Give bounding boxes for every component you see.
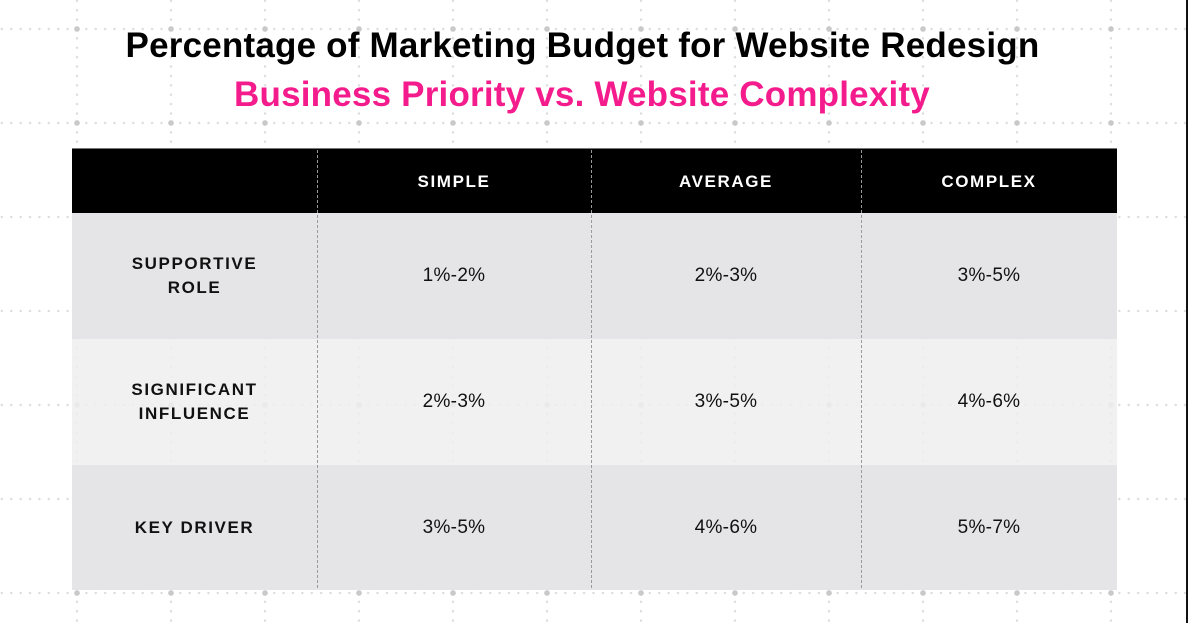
header-cell-complex: COMPLEX bbox=[941, 171, 1037, 191]
value-cell: 4%-6% bbox=[694, 516, 758, 538]
value-cell: 4%-6% bbox=[957, 391, 1021, 412]
value-cell: 1%-2% bbox=[422, 265, 486, 286]
column-divider bbox=[861, 150, 862, 588]
table-header-row: SIMPLE AVERAGE COMPLEX bbox=[72, 148, 1117, 214]
chart-title: Percentage of Marketing Budget for Websi… bbox=[125, 26, 1040, 65]
value-cell: 3%-5% bbox=[957, 265, 1021, 286]
column-divider bbox=[591, 150, 592, 588]
column-divider bbox=[317, 150, 318, 588]
value-cell: 3%-5% bbox=[694, 391, 758, 412]
table-row-supportive-role: SUPPORTIVE ROLE 1%-2% 2%-3% 3%-5% bbox=[72, 213, 1117, 339]
table-row-key-driver: KEY DRIVER 3%-5% 4%-6% 5%-7% bbox=[72, 465, 1117, 590]
table-row-significant-influence: SIGNIFICANT INFLUENCE 2%-3% 3%-5% 4%-6% bbox=[72, 339, 1117, 465]
header-cell-empty bbox=[72, 149, 317, 214]
row-label: KEY DRIVER bbox=[134, 517, 255, 537]
value-cell: 2%-3% bbox=[694, 265, 758, 286]
value-cell: 3%-5% bbox=[422, 516, 486, 538]
value-cell: 5%-7% bbox=[957, 516, 1021, 538]
budget-table: SIMPLE AVERAGE COMPLEX SUPPORTIVE ROLE 1… bbox=[72, 148, 1117, 590]
chart-subtitle: Business Priority vs. Website Complexity bbox=[234, 75, 930, 114]
value-cell: 2%-3% bbox=[422, 391, 486, 412]
row-label: SIGNIFICANT INFLUENCE bbox=[131, 380, 258, 423]
right-edge-line bbox=[1186, 0, 1188, 623]
header-cell-simple: SIMPLE bbox=[417, 171, 491, 191]
row-label: SUPPORTIVE ROLE bbox=[131, 254, 258, 297]
header-cell-average: AVERAGE bbox=[678, 171, 773, 191]
